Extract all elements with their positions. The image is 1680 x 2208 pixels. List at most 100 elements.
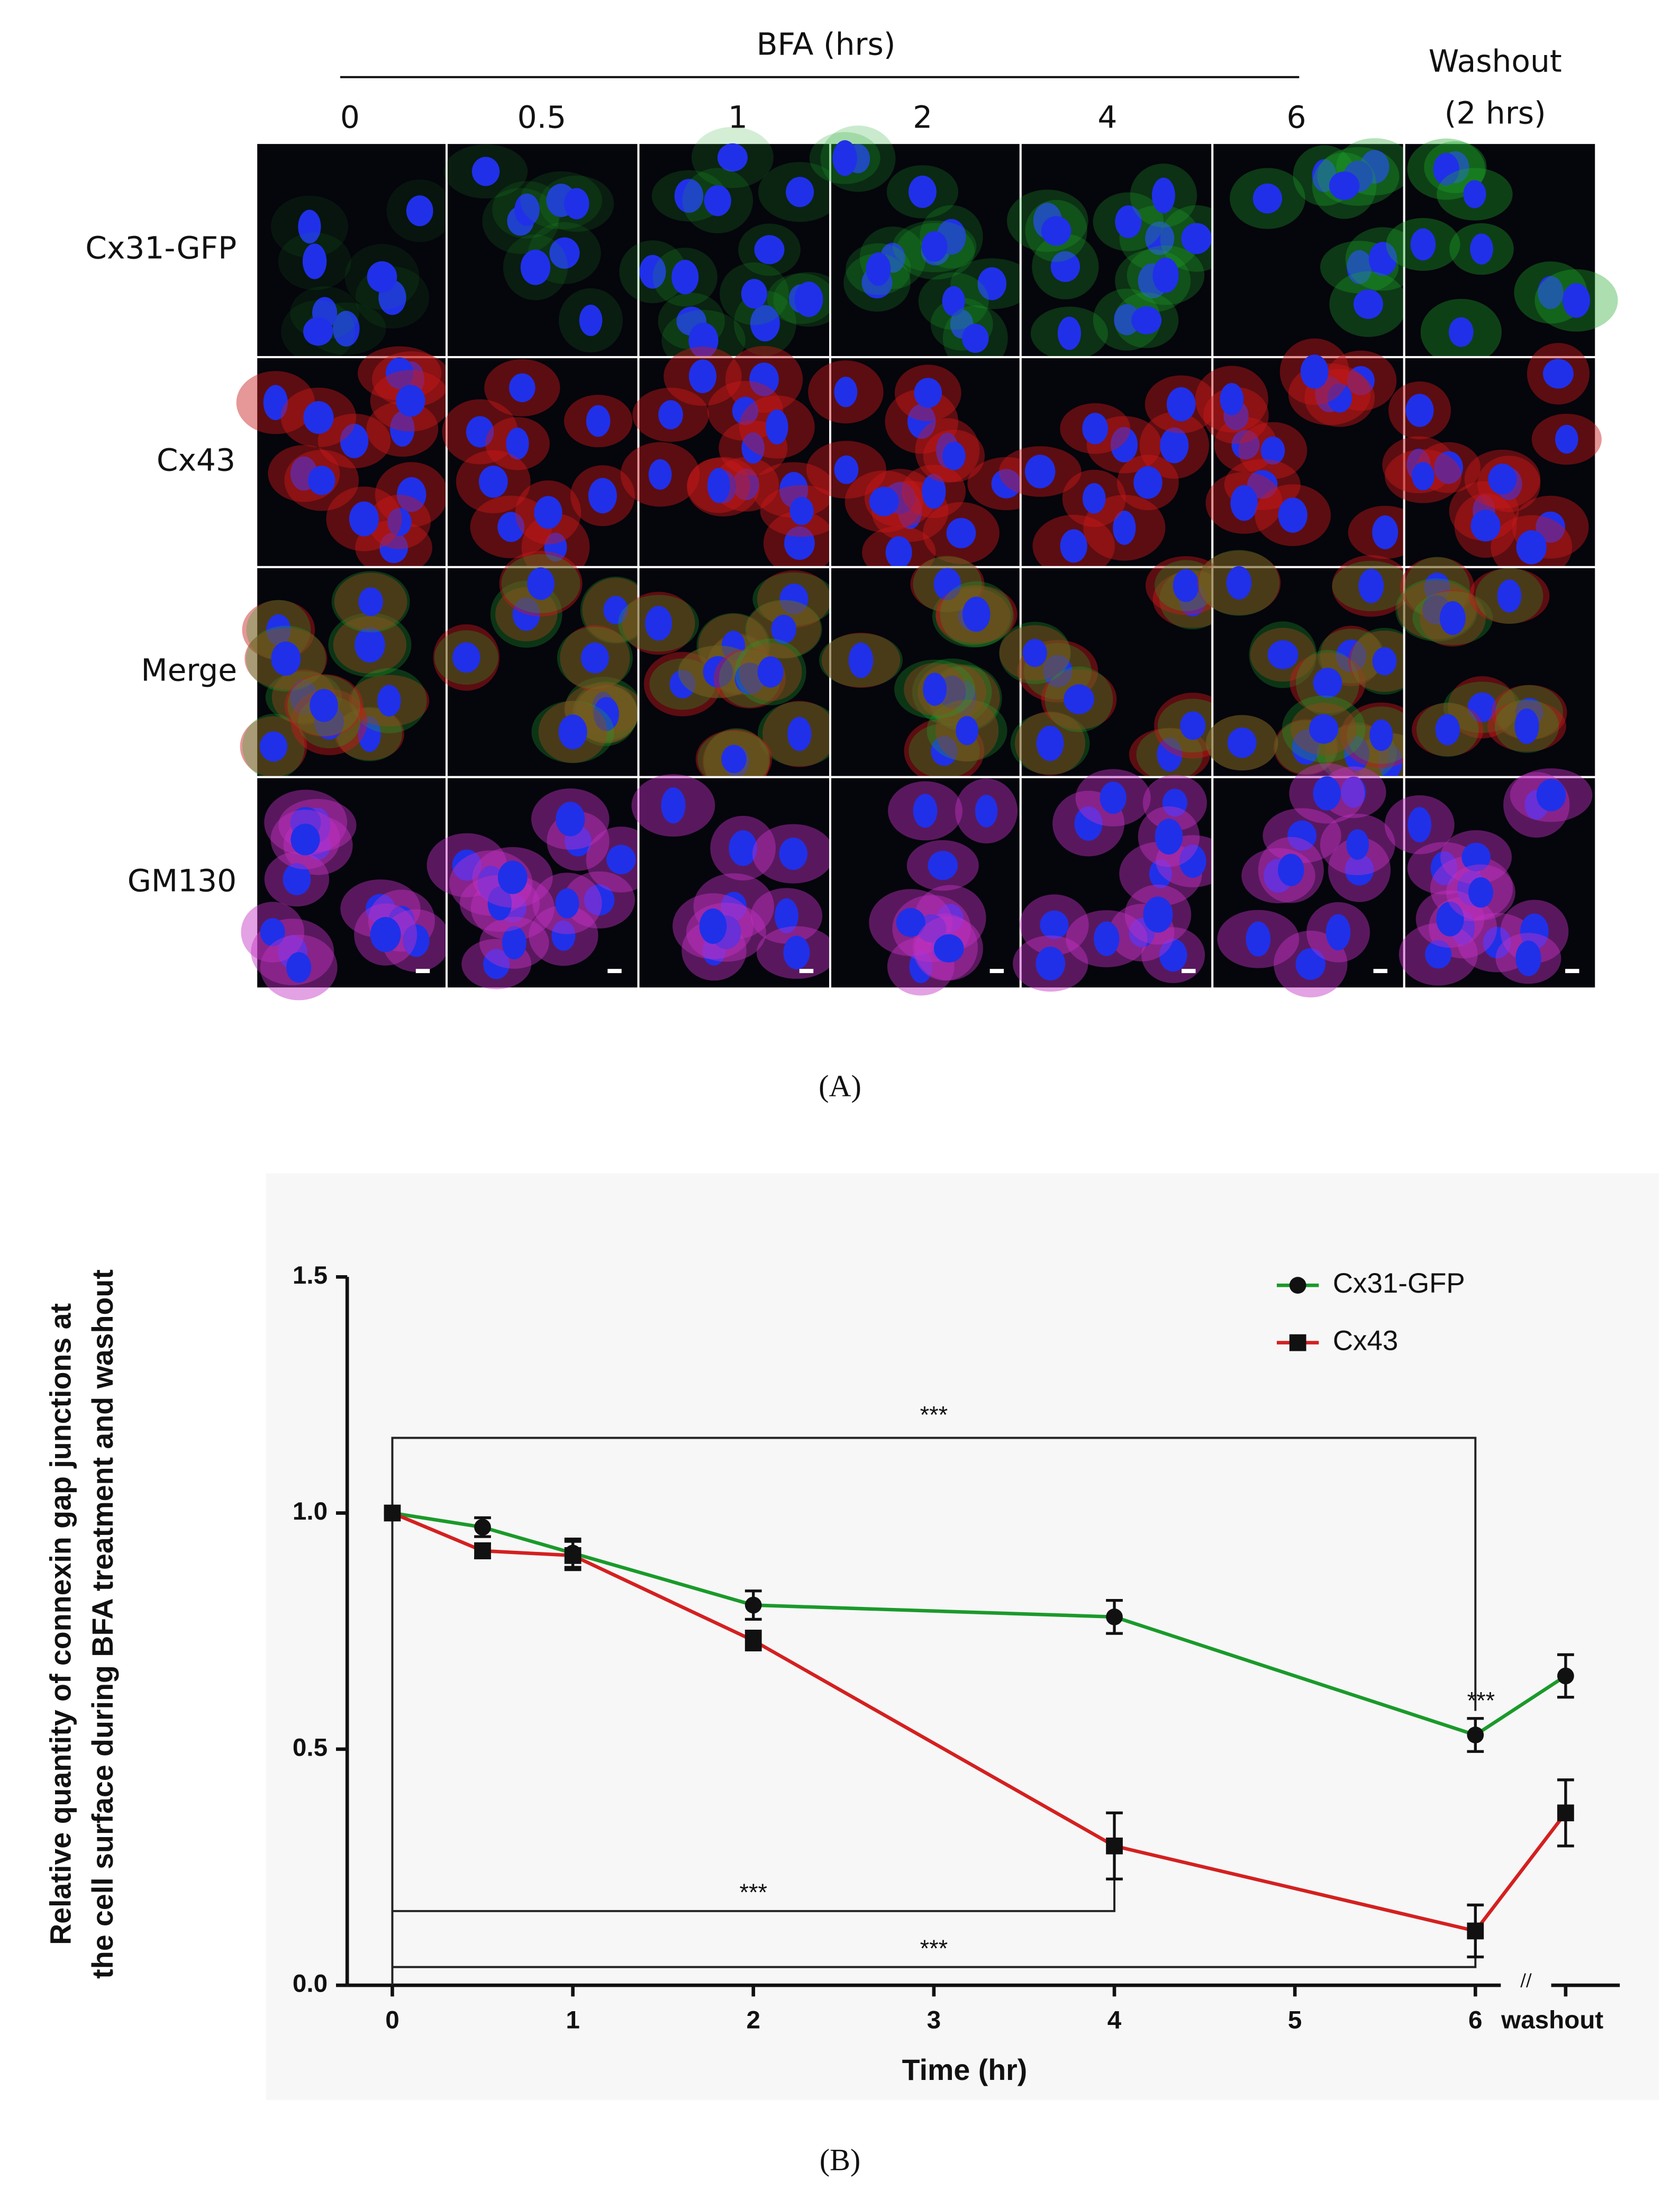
nucleus [1378, 744, 1403, 779]
nucleus [1300, 355, 1329, 389]
nucleus [1143, 896, 1173, 933]
nucleus [1180, 711, 1206, 740]
nucleus [1179, 844, 1206, 878]
nucleus [1159, 939, 1187, 972]
nucleus [733, 468, 759, 501]
x-tick-label: 5 [1288, 2006, 1302, 2034]
y-axis-label: Relative quantity of connexin gap juncti… [44, 1303, 77, 1945]
nucleus [1439, 601, 1466, 635]
nucleus [551, 920, 576, 951]
nucleus [509, 373, 535, 403]
nucleus [1536, 511, 1565, 543]
scale-bar [1565, 969, 1579, 974]
nucleus [1100, 782, 1127, 814]
nucleus [558, 714, 587, 750]
scale-bar [799, 969, 814, 974]
nucleus [520, 249, 551, 285]
nucleus [1145, 221, 1175, 256]
y-tick-label: 1.0 [293, 1497, 328, 1525]
nucleus [1155, 819, 1183, 855]
nucleus [757, 656, 784, 688]
nucleus [1267, 640, 1298, 669]
nucleus [478, 466, 508, 498]
nucleus [1313, 668, 1342, 698]
nucleus [921, 231, 948, 262]
marker [1106, 1609, 1123, 1625]
nucleus [1461, 842, 1491, 871]
nucleus [387, 507, 412, 537]
nucleus [977, 267, 1006, 301]
nucleus [1246, 921, 1271, 957]
nucleus [699, 908, 727, 944]
nucleus [283, 863, 311, 895]
nucleus [1515, 940, 1541, 976]
nucleus [452, 849, 482, 881]
marker [1106, 1837, 1123, 1855]
nucleus [1463, 180, 1486, 208]
nucleus [1162, 788, 1187, 817]
nucleus [263, 385, 288, 421]
nucleus [555, 888, 579, 919]
nucleus [286, 952, 312, 983]
y-tick-label: 1.5 [293, 1261, 328, 1289]
nucleus [648, 459, 672, 490]
nucleus [298, 210, 321, 244]
significance-bracket [392, 1876, 1116, 1912]
nucleus [789, 496, 814, 525]
nucleus [928, 851, 958, 880]
nucleus [606, 844, 636, 875]
x-tick-label: washout [1501, 2006, 1603, 2034]
nucleus [885, 536, 912, 569]
nucleus [786, 177, 814, 207]
nucleus [975, 794, 998, 828]
y-tick-label: 0.0 [293, 1970, 328, 1998]
nucleus [271, 641, 301, 676]
nucleus [749, 362, 779, 396]
nucleus [909, 950, 933, 984]
nucleus [750, 305, 780, 342]
nucleus [779, 584, 809, 615]
marker [474, 1542, 491, 1559]
nucleus [1434, 451, 1463, 484]
nucleus [506, 428, 529, 460]
nucleus [310, 689, 338, 722]
nucleus [1542, 359, 1574, 389]
nucleus [1358, 569, 1384, 603]
x-tick-label: 1 [566, 2006, 579, 2034]
x-tick-label: 0 [385, 2006, 399, 2034]
nucleus [302, 243, 327, 279]
row-label: Merge [141, 652, 237, 688]
marker [474, 1519, 491, 1536]
nucleus [1424, 573, 1450, 603]
panel-caption: (B) [820, 2142, 861, 2177]
nucleus [1278, 497, 1307, 533]
nucleus [869, 486, 899, 516]
nucleus [1151, 177, 1175, 214]
nucleus [1435, 714, 1460, 746]
nucleus [962, 324, 989, 353]
nucleus [866, 252, 891, 286]
nucleus [1247, 470, 1278, 499]
nucleus [497, 860, 528, 894]
nucleus [1181, 223, 1212, 255]
marker [744, 1632, 762, 1649]
nucleus [385, 357, 414, 389]
x-tick-label: 4 [1107, 2006, 1122, 2034]
nucleus [1226, 566, 1252, 600]
nucleus [741, 279, 767, 309]
x-tick-label: 6 [1468, 2006, 1482, 2034]
nucleus [956, 716, 978, 746]
nucleus [931, 736, 958, 766]
nucleus [1483, 926, 1511, 959]
nucleus [1368, 242, 1397, 276]
column-label: Washout [1429, 43, 1562, 79]
nucleus [766, 410, 788, 445]
nucleus [1436, 901, 1464, 937]
nucleus [564, 188, 589, 220]
scale-bar [607, 969, 622, 974]
nucleus [754, 235, 785, 265]
nucleus [1433, 152, 1459, 186]
nucleus [534, 496, 562, 529]
nucleus [832, 140, 857, 176]
